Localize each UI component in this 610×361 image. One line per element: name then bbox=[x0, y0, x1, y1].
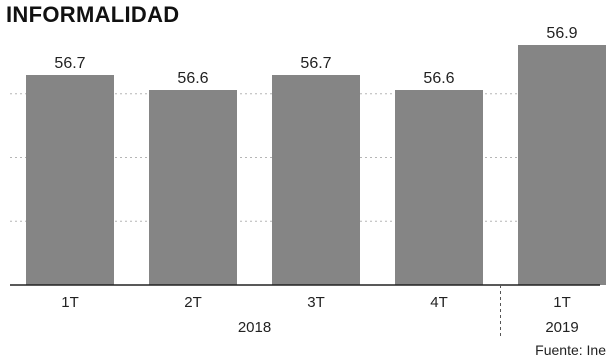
chart-title: INFORMALIDAD bbox=[6, 2, 180, 27]
bar bbox=[518, 45, 606, 285]
bar-value-label: 56.6 bbox=[177, 70, 208, 87]
source-note: Fuente: Ine bbox=[535, 342, 606, 358]
x-tick-label: 2T bbox=[184, 294, 202, 311]
bar bbox=[395, 90, 483, 285]
x-tick-label: 3T bbox=[307, 294, 325, 311]
bar bbox=[26, 75, 114, 285]
x-group-label: 2018 bbox=[238, 319, 271, 336]
label-layer: 56.7 1T 56.6 2T 56.7 3T 56.6 4T 56.9 1T 2018 2019 bbox=[54, 25, 578, 336]
bar bbox=[272, 75, 360, 285]
bar-value-label: 56.7 bbox=[54, 55, 85, 72]
bar-value-label: 56.6 bbox=[423, 70, 454, 87]
bar-layer bbox=[26, 45, 606, 285]
bar bbox=[149, 90, 237, 285]
x-group-label: 2019 bbox=[545, 319, 578, 336]
bar-value-label: 56.7 bbox=[300, 55, 331, 72]
axis-layer bbox=[10, 284, 600, 337]
x-tick-label: 1T bbox=[61, 294, 79, 311]
x-tick-label: 4T bbox=[430, 294, 448, 311]
x-tick-label: 1T bbox=[553, 294, 571, 311]
bar-value-label: 56.9 bbox=[546, 25, 577, 42]
